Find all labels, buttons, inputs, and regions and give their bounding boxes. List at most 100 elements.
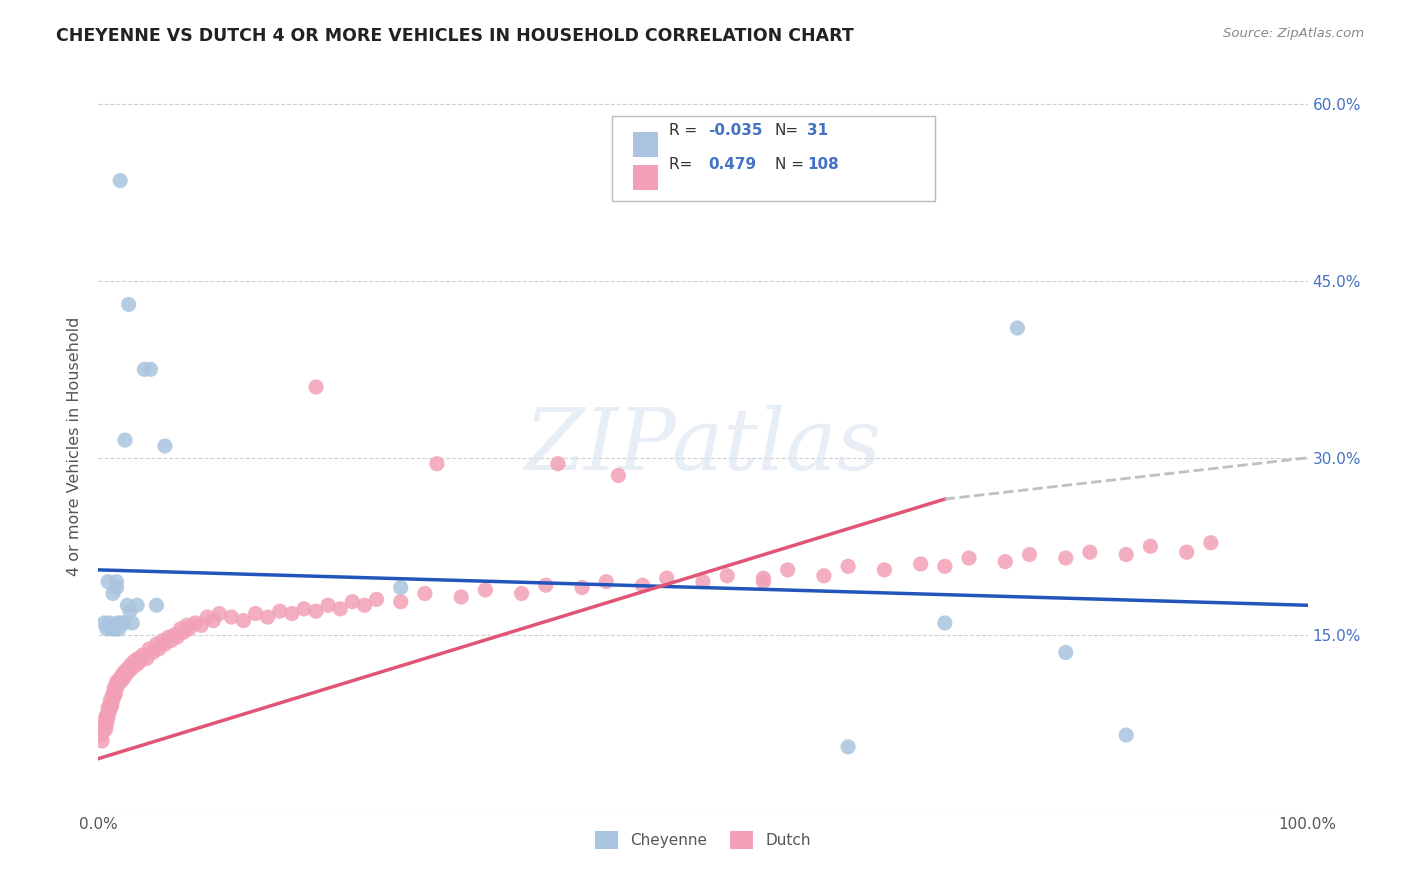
Point [1018, 548, 1040, 562]
Point [163, 628, 186, 642]
Point [132, 648, 155, 662]
Point [118, 661, 141, 675]
Point [1199, 535, 1222, 549]
Point [98, 698, 121, 713]
Point [90, 728, 112, 742]
Point [103, 622, 125, 636]
Point [103, 681, 125, 695]
Point [93, 615, 115, 630]
Point [190, 618, 212, 632]
Point [103, 689, 125, 703]
Point [135, 651, 157, 665]
Point [121, 615, 143, 630]
Point [91, 734, 114, 748]
Point [631, 578, 654, 592]
Point [152, 633, 174, 648]
Point [176, 618, 198, 632]
Point [353, 599, 375, 613]
Point [1054, 645, 1077, 659]
Point [98, 705, 121, 719]
Point [105, 574, 128, 589]
Point [934, 559, 956, 574]
Point [1175, 545, 1198, 559]
Point [114, 669, 136, 683]
Point [389, 595, 412, 609]
Text: N =: N = [775, 157, 804, 172]
Point [413, 586, 436, 600]
Point [269, 604, 291, 618]
Point [957, 551, 980, 566]
Point [316, 599, 339, 613]
Point [114, 433, 136, 447]
Legend: Cheyenne, Dutch: Cheyenne, Dutch [589, 824, 817, 855]
Point [910, 557, 932, 571]
Point [474, 582, 496, 597]
Point [117, 665, 139, 680]
Point [837, 739, 859, 754]
Text: CHEYENNE VS DUTCH 4 OR MORE VEHICLES IN HOUSEHOLD CORRELATION CHART: CHEYENNE VS DUTCH 4 OR MORE VEHICLES IN … [56, 27, 853, 45]
Point [153, 637, 176, 651]
Text: ZIPatlas: ZIPatlas [524, 405, 882, 487]
Point [208, 607, 231, 621]
Point [96, 708, 118, 723]
Point [329, 602, 352, 616]
Text: -0.035: -0.035 [709, 123, 763, 137]
Point [873, 563, 896, 577]
Text: N=: N= [775, 123, 799, 137]
Point [595, 574, 617, 589]
Point [166, 630, 188, 644]
Point [153, 439, 176, 453]
Point [607, 468, 630, 483]
Point [105, 581, 128, 595]
Point [138, 641, 160, 656]
Point [118, 604, 141, 618]
Point [98, 615, 121, 630]
Point [157, 630, 180, 644]
Point [91, 724, 114, 739]
Point [105, 675, 128, 690]
Point [179, 622, 201, 636]
Point [145, 637, 167, 651]
Point [101, 692, 124, 706]
Point [752, 571, 775, 585]
Point [100, 622, 122, 636]
Point [100, 692, 122, 706]
Point [450, 590, 472, 604]
Point [110, 669, 132, 683]
Point [716, 568, 738, 582]
Point [195, 610, 218, 624]
Point [1054, 551, 1077, 566]
Y-axis label: 4 or more Vehicles in Household: 4 or more Vehicles in Household [67, 317, 83, 575]
Point [134, 362, 156, 376]
Point [292, 602, 315, 616]
Point [934, 615, 956, 630]
Point [94, 710, 117, 724]
Point [160, 633, 183, 648]
Point [112, 615, 135, 630]
Point [100, 698, 122, 713]
Point [112, 665, 135, 680]
Point [120, 657, 142, 672]
Point [118, 297, 141, 311]
Point [105, 681, 128, 695]
Point [148, 641, 170, 656]
Point [127, 657, 149, 672]
Point [245, 607, 267, 621]
Point [232, 614, 254, 628]
Text: 108: 108 [807, 157, 839, 172]
Point [169, 622, 191, 636]
Point [108, 675, 131, 690]
Point [172, 625, 194, 640]
Point [1115, 548, 1137, 562]
Point [118, 663, 141, 677]
Point [184, 615, 207, 630]
Point [139, 362, 162, 376]
Point [534, 578, 557, 592]
Point [97, 574, 120, 589]
Point [1007, 321, 1029, 335]
Point [837, 559, 859, 574]
Point [97, 710, 120, 724]
Point [752, 574, 775, 589]
Point [426, 457, 449, 471]
Point [873, 186, 896, 200]
